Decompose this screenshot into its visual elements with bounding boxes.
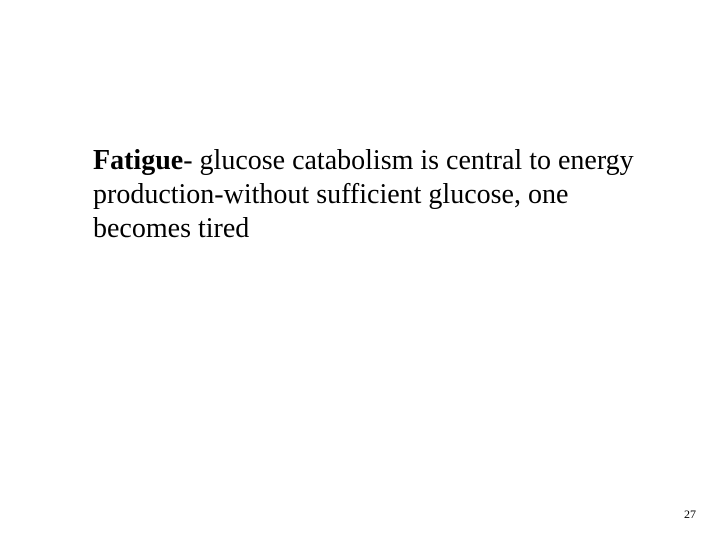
body-text: Fatigue- glucose catabolism is central t… (93, 144, 638, 246)
lead-term: Fatigue (93, 145, 183, 176)
page-number: 27 (684, 507, 696, 522)
slide: Fatigue- glucose catabolism is central t… (0, 0, 720, 540)
